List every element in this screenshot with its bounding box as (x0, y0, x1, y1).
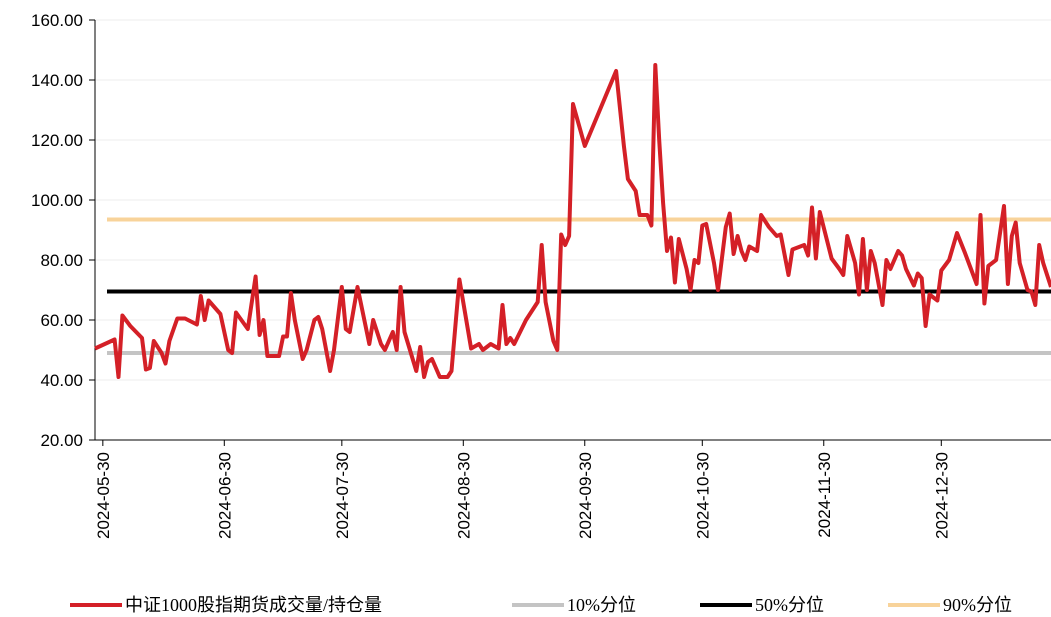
x-tick-label: 2024-11-30 (815, 452, 834, 538)
x-tick-label: 2024-10-30 (693, 452, 712, 539)
x-tick-label: 2024-09-30 (576, 452, 595, 539)
legend-label: 中证1000股指期货成交量/持仓量 (125, 595, 382, 615)
x-tick-label: 2024-07-30 (333, 452, 352, 539)
y-tick-label: 60.00 (40, 311, 83, 330)
data-line (94, 63, 1051, 379)
x-tick-label: 2024-06-30 (215, 452, 234, 539)
y-tick-label: 140.00 (31, 71, 83, 90)
x-tick-label: 2024-12-30 (932, 452, 951, 539)
legend-label: 50%分位 (755, 595, 824, 615)
legend: 中证1000股指期货成交量/持仓量 10%分位 50%分位 90%分位 (70, 595, 1012, 615)
y-tick-label: 120.00 (31, 131, 83, 150)
y-tick-label: 80.00 (40, 251, 83, 270)
x-tick-label: 2024-08-30 (454, 452, 473, 539)
x-tick-label: 2024-05-30 (94, 452, 113, 539)
y-tick-label: 40.00 (40, 371, 83, 390)
plot-area: 20.00 40.00 60.00 80.00 100.00 120.00 140.00 16… (31, 11, 1051, 539)
legend-label: 10%分位 (567, 595, 636, 615)
y-tick-label: 160.00 (31, 11, 83, 30)
y-tick-label: 20.00 (40, 431, 83, 450)
legend-label: 90%分位 (943, 595, 1012, 615)
y-tick-label: 100.00 (31, 191, 83, 210)
